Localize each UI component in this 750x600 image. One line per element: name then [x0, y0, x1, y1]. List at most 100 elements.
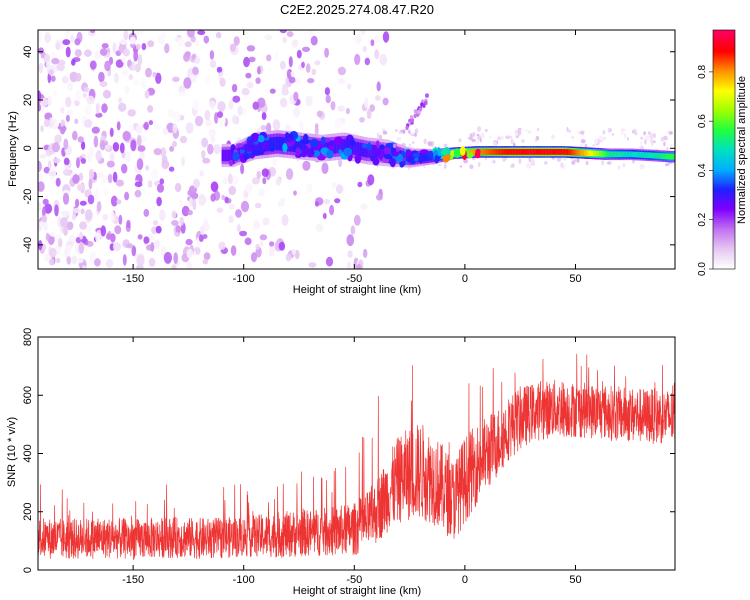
colorbar-step [713, 143, 735, 147]
spectrogram-noise-blob [62, 168, 72, 176]
spectrogram-band-blob [409, 159, 416, 165]
spectrogram-noise-blob [134, 63, 141, 73]
spectrogram-noise-blob [515, 132, 519, 136]
spectrogram-noise-blob [471, 138, 476, 143]
colorbar-step [713, 117, 735, 121]
spectrogram-noise-blob [116, 199, 122, 205]
spectrogram-noise-blob [563, 164, 566, 170]
spectrogram-noise-blob [476, 133, 480, 137]
spectrogram-noise-blob [224, 196, 229, 204]
spectrogram-band-cell [545, 149, 547, 155]
spectrogram-noise-blob [644, 139, 647, 145]
spectrogram-noise-blob [257, 66, 261, 75]
spectrogram-noise-blob [168, 166, 175, 172]
spectrogram-noise-blob [130, 139, 137, 152]
colorbar-step [713, 137, 735, 141]
colorbar-step [713, 69, 735, 73]
spectrogram-band-cell [569, 149, 572, 156]
spectrogram-noise-blob [228, 185, 237, 196]
spectrogram-band-cell [669, 153, 671, 160]
spectrogram-noise-blob [183, 77, 192, 89]
spectrogram-noise-blob [264, 34, 273, 41]
spectrogram-noise-blob [121, 69, 129, 76]
spectrogram-noise-blob [293, 190, 297, 196]
spectrogram-band-cell [642, 152, 645, 158]
spectrogram-noise-blob [209, 50, 215, 60]
spectrogram-band-cell [376, 145, 378, 159]
spectrogram-band-blob [361, 143, 368, 149]
spectrogram-noise-blob [537, 128, 540, 131]
spectrogram-band-cell [600, 151, 603, 157]
spectrogram-noise-blob [505, 135, 510, 140]
colorbar-step [713, 193, 735, 196]
spectrogram-noise-blob [362, 46, 368, 52]
spectrogram-band-cell [359, 142, 361, 157]
spectrogram-noise-blob [216, 111, 224, 118]
colorbar-step [713, 111, 735, 115]
colorbar-step [713, 237, 735, 240]
spectrogram-band-cell [302, 139, 304, 153]
spectrogram-noise-blob [77, 257, 84, 264]
spectrogram-noise-blob [200, 225, 205, 236]
spectrogram-noise-blob [181, 156, 186, 167]
spectrogram-noise-blob [147, 40, 155, 48]
spectrogram-noise-blob [667, 130, 670, 134]
spectrogram-noise-blob [135, 43, 141, 50]
spectrogram-noise-blob [314, 126, 319, 136]
spectrogram-noise-blob [48, 69, 54, 76]
spectrogram-noise-blob [354, 53, 361, 66]
spectrogram-noise-blob [188, 197, 194, 207]
spectrogram-band-cell [495, 149, 498, 155]
spectrogram-band-cell [604, 151, 606, 157]
spectrogram-band-blob [257, 135, 265, 143]
spectrogram-band-blob [428, 150, 433, 158]
spectrogram-noise-blob [88, 178, 93, 190]
spectrogram-band-cell [599, 150, 601, 157]
spectrogram-noise-blob [65, 96, 72, 108]
spectrogram-noise-blob [145, 165, 150, 171]
spectrogram-noise-blob [121, 163, 128, 174]
spectrogram-noise-blob [279, 97, 288, 108]
spectrogram-band-cell [630, 151, 632, 158]
spectrogram-noise-blob [527, 130, 532, 134]
spectrogram-noise-blob [38, 160, 42, 172]
spectrogram-noise-blob [110, 211, 115, 222]
spectrogram-noise-blob [207, 143, 214, 155]
colorbar-step [713, 83, 735, 87]
spectrogram-noise-blob [375, 194, 383, 201]
colorbar-step [713, 205, 735, 208]
spectrogram-band-blob [459, 146, 466, 156]
colorbar-step [713, 249, 735, 252]
spectrogram-band-blob [424, 100, 428, 106]
spectrogram-noise-blob [437, 163, 442, 166]
spectrogram-noise-blob [669, 144, 673, 147]
spectrogram-noise-blob [124, 191, 130, 201]
spectrogram-noise-blob [579, 131, 585, 135]
spectrogram-noise-blob [269, 241, 275, 247]
colorbar-step [713, 87, 735, 91]
colorbar-step [713, 159, 735, 163]
colorbar-step [713, 225, 735, 228]
spectrogram-band-blob [371, 145, 378, 153]
colorbar-step [713, 45, 735, 49]
colorbar-strip [713, 30, 735, 270]
spectrogram-noise-blob [259, 234, 268, 241]
colorbar-step [713, 147, 735, 151]
colorbar-step [713, 135, 735, 139]
spectrogram-band-blob [405, 149, 412, 157]
spectrogram-band-cell [418, 153, 420, 162]
colorbar-step [713, 227, 735, 230]
spectrogram-band-cell [528, 149, 530, 155]
spectrogram-noise-blob [296, 49, 302, 59]
spectrogram-noise-blob [199, 169, 204, 177]
spectrogram-noise-blob [89, 60, 97, 70]
spectrogram-noise-blob [314, 201, 320, 207]
spectrogram-noise-blob [80, 208, 85, 215]
spectrogram-band-cell [535, 149, 538, 155]
spectrogram-noise-blob [106, 233, 112, 240]
spectrogram-band-cell [342, 139, 344, 153]
colorbar-step [713, 183, 735, 186]
spectrogram-band-cell [562, 149, 564, 155]
spectrogram-noise-blob [610, 162, 614, 165]
spectrogram-noise-blob [259, 240, 264, 247]
